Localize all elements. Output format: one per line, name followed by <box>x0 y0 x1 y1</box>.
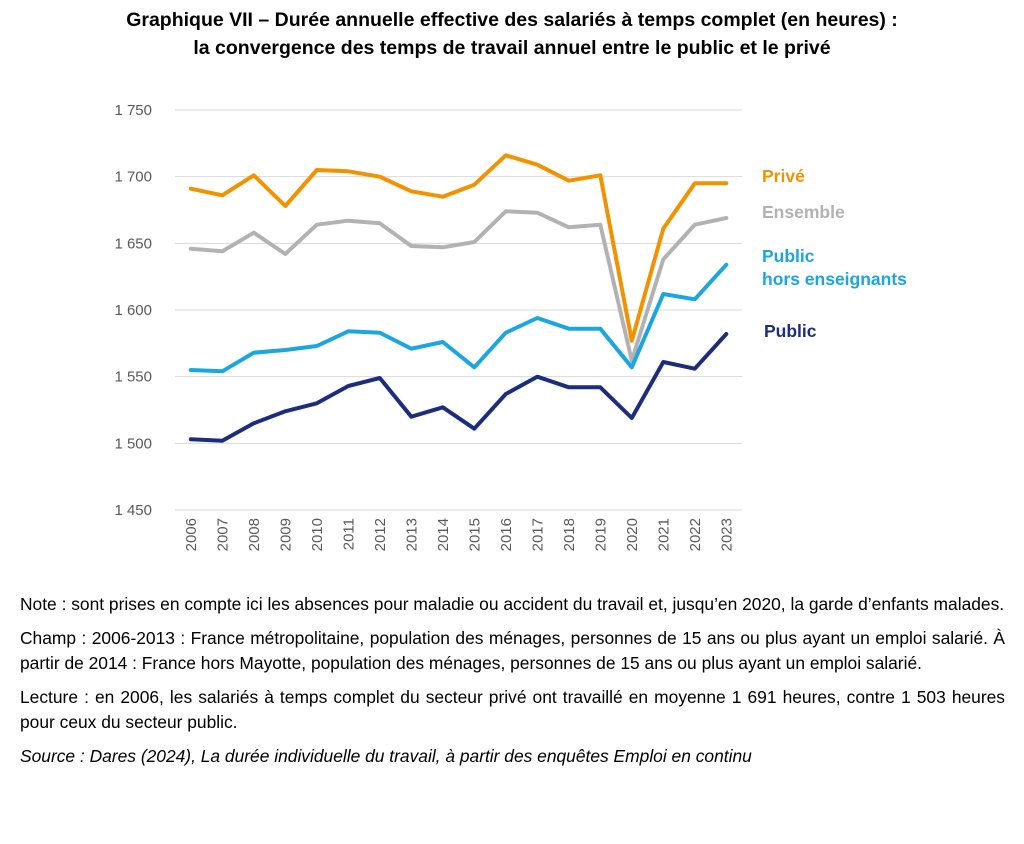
line-chart: 1 450 1 500 1 550 1 600 1 650 1 700 1 750 2006 2… <box>114 102 907 551</box>
series-line-public <box>188 332 729 443</box>
y-tick-label: 1 750 <box>114 102 152 119</box>
x-tick-label: 2023 <box>718 518 735 551</box>
x-tick-label: 2018 <box>561 518 578 551</box>
x-tick-label: 2020 <box>624 518 641 551</box>
chart-title-line-2: la convergence des temps de travail annu… <box>193 37 831 59</box>
legend-label-ensemble: Ensemble <box>762 202 845 222</box>
series-line-public-hors-enseignants <box>188 262 729 374</box>
chart-notes: Note : sont prises en compte ici les abs… <box>20 592 1005 778</box>
y-tick-label: 1 700 <box>114 169 152 186</box>
x-tick-label: 2008 <box>246 518 263 551</box>
y-tick-label: 1 600 <box>114 302 152 319</box>
x-tick-label: 2014 <box>435 518 452 551</box>
x-tick-label: 2010 <box>309 518 326 551</box>
x-tick-label: 2017 <box>529 518 546 551</box>
x-tick-label: 2013 <box>403 518 420 551</box>
x-tick-label: 2019 <box>592 518 609 551</box>
y-tick-label: 1 500 <box>114 435 152 452</box>
note-text: Note : sont prises en compte ici les abs… <box>20 594 1005 614</box>
source-text: Source : Dares (2024), La durée individu… <box>20 746 752 766</box>
x-tick-label: 2009 <box>277 518 294 551</box>
x-tick-label: 2015 <box>466 518 483 551</box>
x-tick-label: 2011 <box>340 518 357 550</box>
legend-label-public: Public <box>764 321 817 341</box>
champ-text: Champ : 2006-2013 : France métropolitain… <box>20 628 1005 673</box>
x-tick-label: 2021 <box>655 518 672 551</box>
legend-label-public-hors-enseignants: hors enseignants <box>762 269 907 289</box>
x-tick-label: 2012 <box>372 518 389 551</box>
chart-title: Graphique VII – Durée annuelle effective… <box>0 6 1024 62</box>
x-tick-label: 2022 <box>687 518 704 551</box>
chart-title-line-1: Graphique VII – Durée annuelle effective… <box>126 9 898 31</box>
legend-label-public-hors-enseignants: Public <box>762 246 815 266</box>
x-tick-label: 2006 <box>183 518 200 551</box>
x-tick-label: 2007 <box>214 518 231 551</box>
legend-label-priv-: Privé <box>762 166 805 186</box>
y-tick-label: 1 550 <box>114 369 152 386</box>
lecture-text: Lecture : en 2006, les salariés à temps … <box>20 687 1005 732</box>
series-line-priv- <box>188 153 729 343</box>
y-tick-label: 1 450 <box>114 502 152 519</box>
series-line-ensemble <box>188 209 729 363</box>
y-tick-label: 1 650 <box>114 235 152 252</box>
x-tick-label: 2016 <box>498 518 515 551</box>
